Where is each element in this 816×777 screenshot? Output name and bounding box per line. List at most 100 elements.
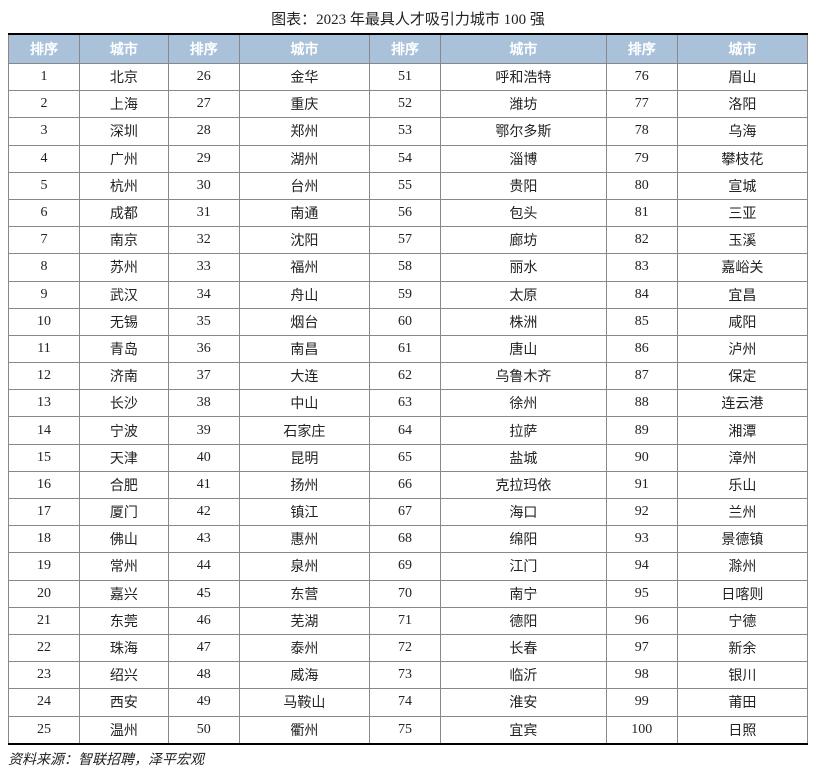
rank-cell: 86 [606,335,677,362]
city-cell: 莆田 [677,689,807,716]
rank-cell: 36 [168,335,239,362]
city-cell: 济南 [80,363,169,390]
rank-cell: 25 [9,716,80,744]
city-cell: 景德镇 [677,526,807,553]
rank-cell: 4 [9,145,80,172]
city-cell: 徐州 [441,390,607,417]
table-row: 4广州29湖州54淄博79攀枝花 [9,145,808,172]
rank-cell: 30 [168,172,239,199]
rank-cell: 15 [9,444,80,471]
city-cell: 珠海 [80,634,169,661]
rank-cell: 60 [370,308,441,335]
rank-cell: 10 [9,308,80,335]
col-rank-1: 排序 [9,34,80,64]
table-row: 22珠海47泰州72长春97新余 [9,634,808,661]
city-cell: 成都 [80,199,169,226]
city-cell: 天津 [80,444,169,471]
city-cell: 乌鲁木齐 [441,363,607,390]
rank-cell: 22 [9,634,80,661]
table-row: 15天津40昆明65盐城90漳州 [9,444,808,471]
table-row: 5杭州30台州55贵阳80宣城 [9,172,808,199]
city-cell: 德阳 [441,607,607,634]
table-row: 7南京32沈阳57廊坊82玉溪 [9,227,808,254]
city-cell: 乐山 [677,471,807,498]
rank-cell: 100 [606,716,677,744]
rank-cell: 54 [370,145,441,172]
col-city-2: 城市 [239,34,369,64]
rank-cell: 27 [168,91,239,118]
table-row: 11青岛36南昌61唐山86泸州 [9,335,808,362]
rank-cell: 82 [606,227,677,254]
city-cell: 连云港 [677,390,807,417]
city-cell: 惠州 [239,526,369,553]
rank-cell: 35 [168,308,239,335]
rank-cell: 12 [9,363,80,390]
rank-cell: 72 [370,634,441,661]
rank-cell: 87 [606,363,677,390]
city-cell: 宣城 [677,172,807,199]
city-cell: 厦门 [80,499,169,526]
rank-cell: 40 [168,444,239,471]
rank-cell: 37 [168,363,239,390]
city-cell: 滁州 [677,553,807,580]
city-cell: 威海 [239,662,369,689]
col-city-4: 城市 [677,34,807,64]
rank-cell: 26 [168,64,239,91]
rank-cell: 31 [168,199,239,226]
city-cell: 福州 [239,254,369,281]
rank-cell: 59 [370,281,441,308]
city-cell: 台州 [239,172,369,199]
city-cell: 杭州 [80,172,169,199]
city-cell: 贵阳 [441,172,607,199]
rank-cell: 61 [370,335,441,362]
city-cell: 武汉 [80,281,169,308]
city-cell: 重庆 [239,91,369,118]
city-cell: 咸阳 [677,308,807,335]
city-cell: 昆明 [239,444,369,471]
city-cell: 上海 [80,91,169,118]
source-text: 资料来源：智联招聘，泽平宏观 [8,749,808,769]
col-city-1: 城市 [80,34,169,64]
rank-cell: 1 [9,64,80,91]
city-cell: 淮安 [441,689,607,716]
city-cell: 廊坊 [441,227,607,254]
rank-cell: 28 [168,118,239,145]
rank-cell: 7 [9,227,80,254]
city-cell: 泰州 [239,634,369,661]
city-cell: 保定 [677,363,807,390]
city-cell: 南通 [239,199,369,226]
rank-cell: 94 [606,553,677,580]
rank-cell: 79 [606,145,677,172]
table-header-row: 排序 城市 排序 城市 排序 城市 排序 城市 [9,34,808,64]
table-row: 9武汉34舟山59太原84宜昌 [9,281,808,308]
rank-cell: 70 [370,580,441,607]
city-cell: 三亚 [677,199,807,226]
rank-cell: 6 [9,199,80,226]
rank-cell: 18 [9,526,80,553]
rank-cell: 11 [9,335,80,362]
rank-cell: 68 [370,526,441,553]
city-cell: 临沂 [441,662,607,689]
city-cell: 北京 [80,64,169,91]
rank-cell: 23 [9,662,80,689]
city-cell: 长春 [441,634,607,661]
rank-cell: 93 [606,526,677,553]
rank-cell: 16 [9,471,80,498]
city-cell: 无锡 [80,308,169,335]
table-body: 1北京26金华51呼和浩特76眉山2上海27重庆52潍坊77洛阳3深圳28郑州5… [9,64,808,744]
rank-cell: 13 [9,390,80,417]
table-row: 1北京26金华51呼和浩特76眉山 [9,64,808,91]
rank-cell: 49 [168,689,239,716]
rank-cell: 63 [370,390,441,417]
city-cell: 潍坊 [441,91,607,118]
rank-cell: 76 [606,64,677,91]
city-cell: 常州 [80,553,169,580]
rank-cell: 69 [370,553,441,580]
col-rank-2: 排序 [168,34,239,64]
city-cell: 青岛 [80,335,169,362]
city-cell: 泸州 [677,335,807,362]
rank-cell: 58 [370,254,441,281]
city-cell: 嘉兴 [80,580,169,607]
table-row: 23绍兴48威海73临沂98银川 [9,662,808,689]
city-cell: 嘉峪关 [677,254,807,281]
